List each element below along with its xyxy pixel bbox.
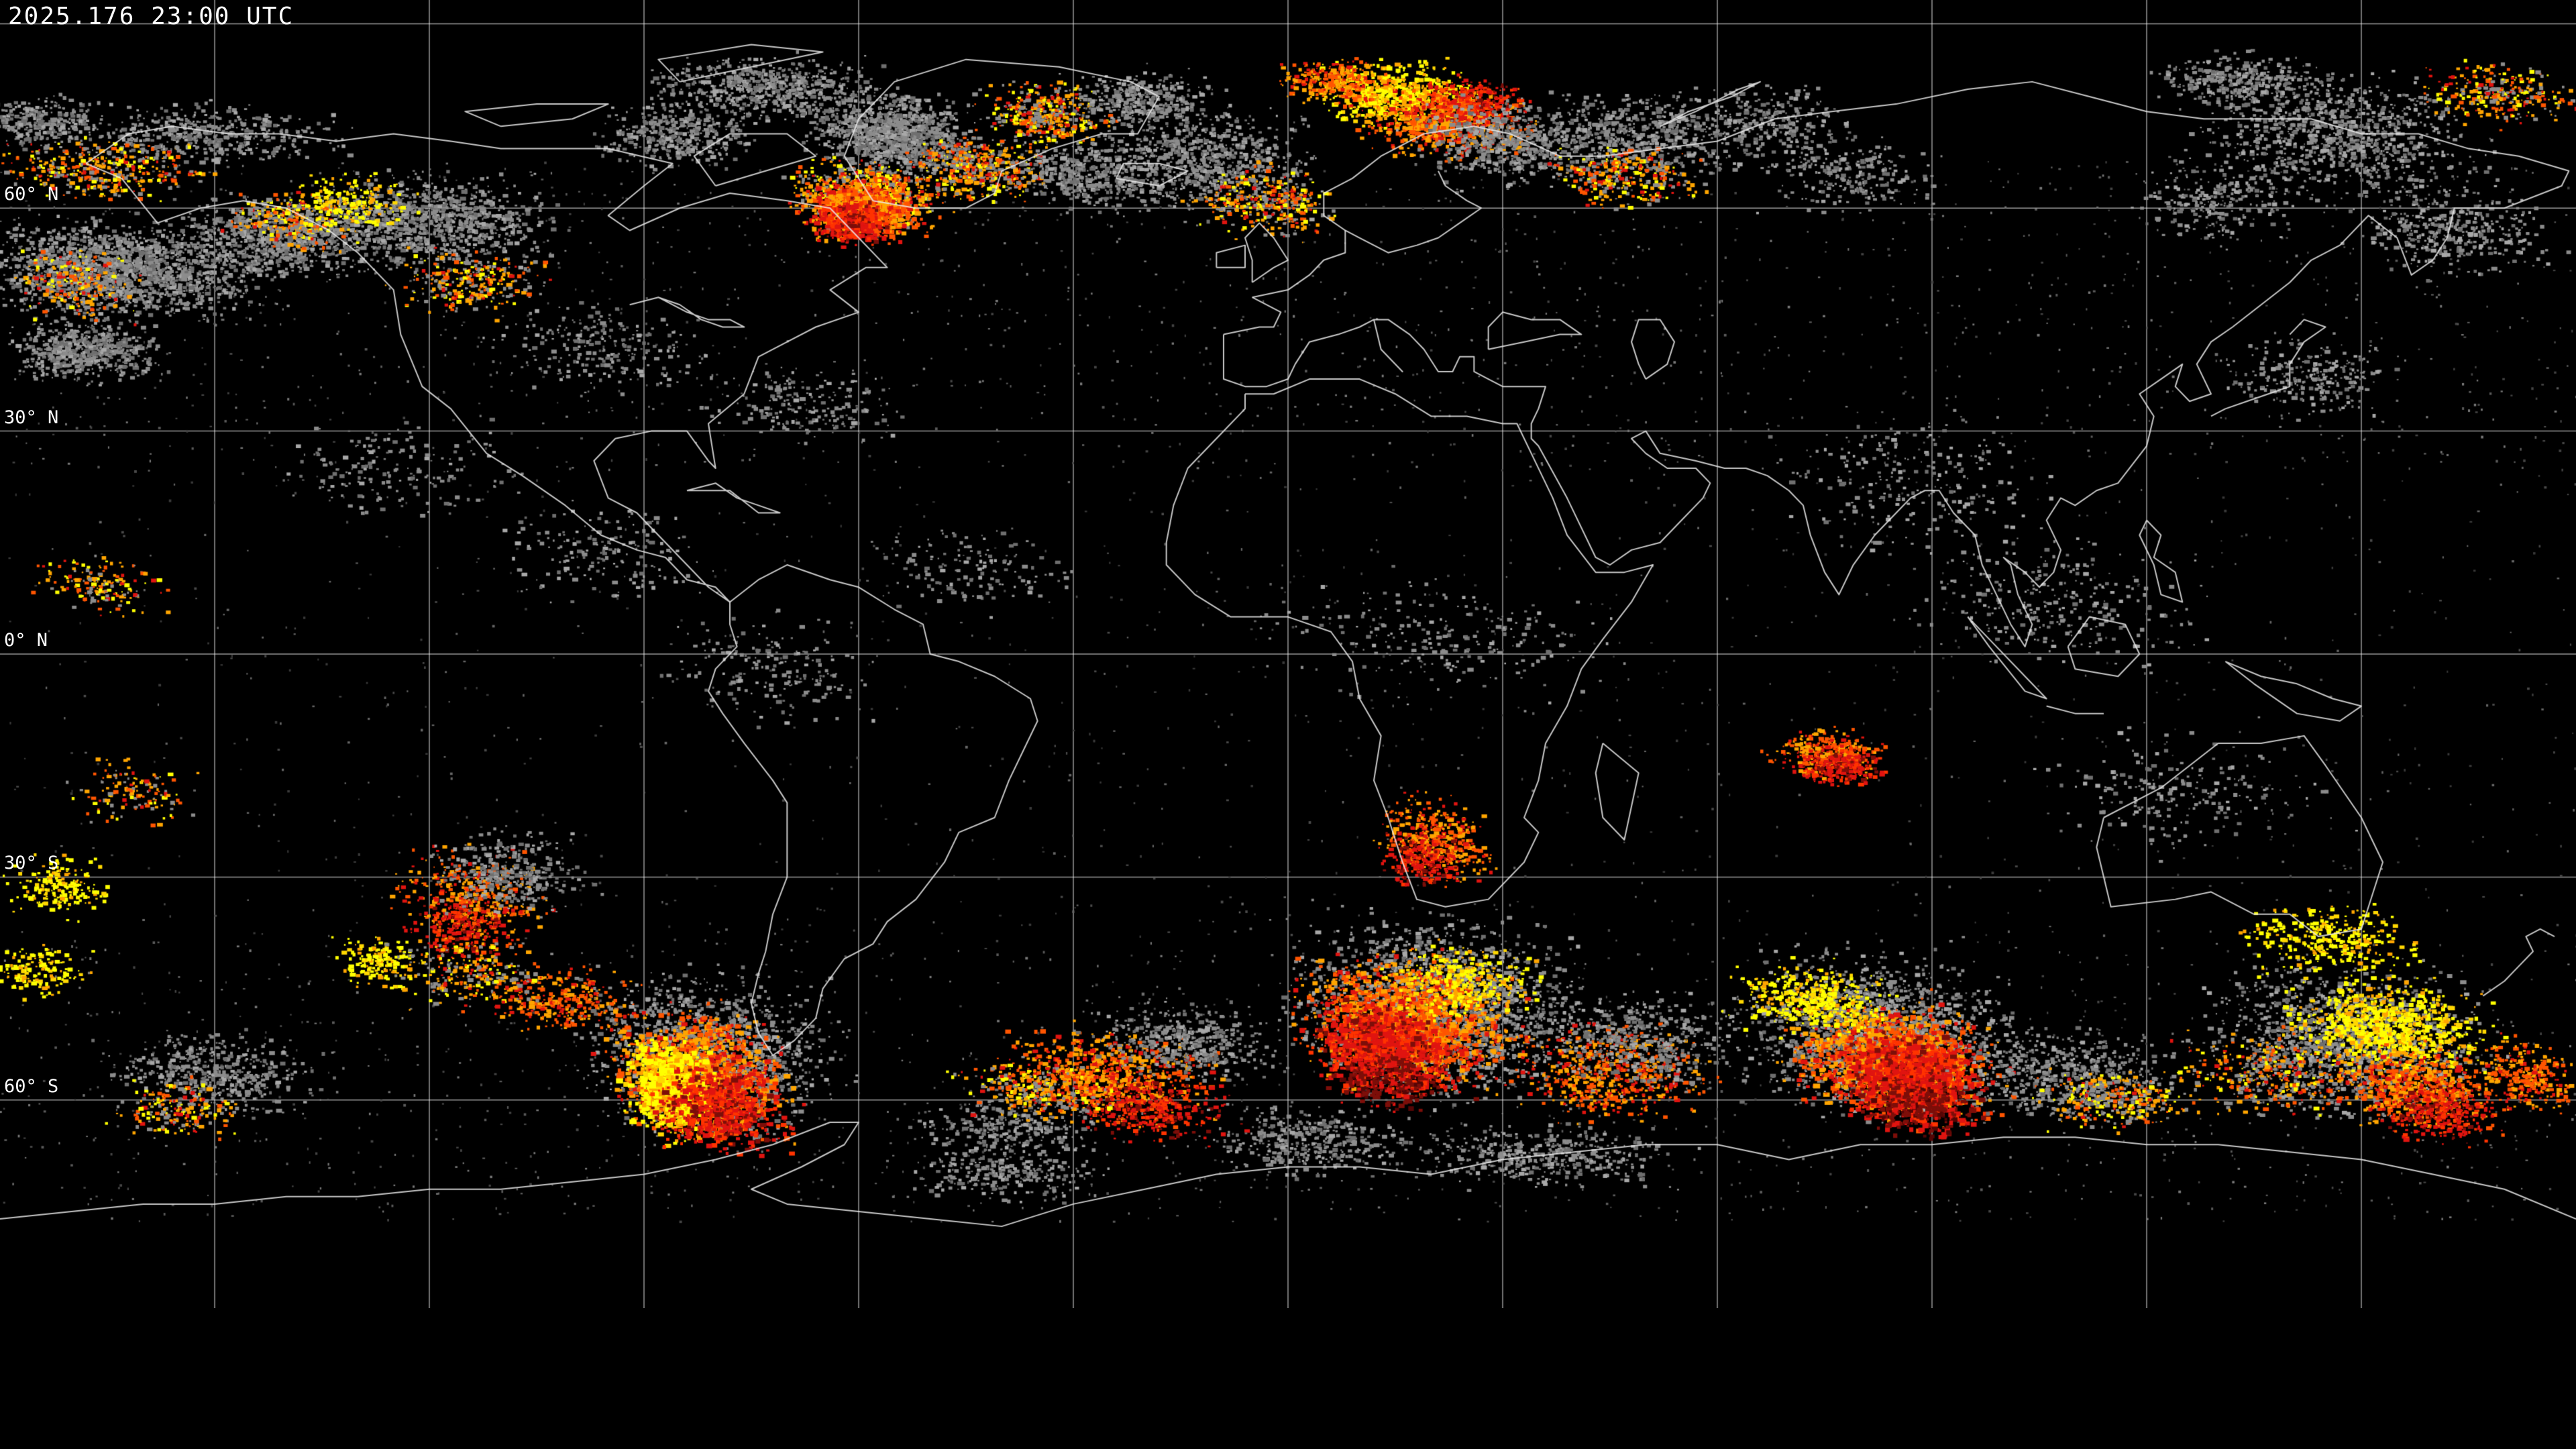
lat-label-60n: 60° N bbox=[4, 184, 59, 205]
timestamp-label: 2025.176 23:00 UTC bbox=[8, 3, 294, 30]
world-map-canvas bbox=[0, 0, 2576, 1308]
lat-label-30s: 30° S bbox=[4, 853, 59, 874]
lat-label-60s: 60° S bbox=[4, 1075, 59, 1097]
legend: SLW Large Drop Index 13.5-16 16-19 19-22… bbox=[0, 1308, 2576, 1449]
world-map: 2025.176 23:00 UTC 60° N 30° N 0° N 30° … bbox=[0, 0, 2576, 1308]
lat-label-0n: 0° N bbox=[4, 630, 48, 651]
lat-label-30n: 30° N bbox=[4, 407, 59, 428]
